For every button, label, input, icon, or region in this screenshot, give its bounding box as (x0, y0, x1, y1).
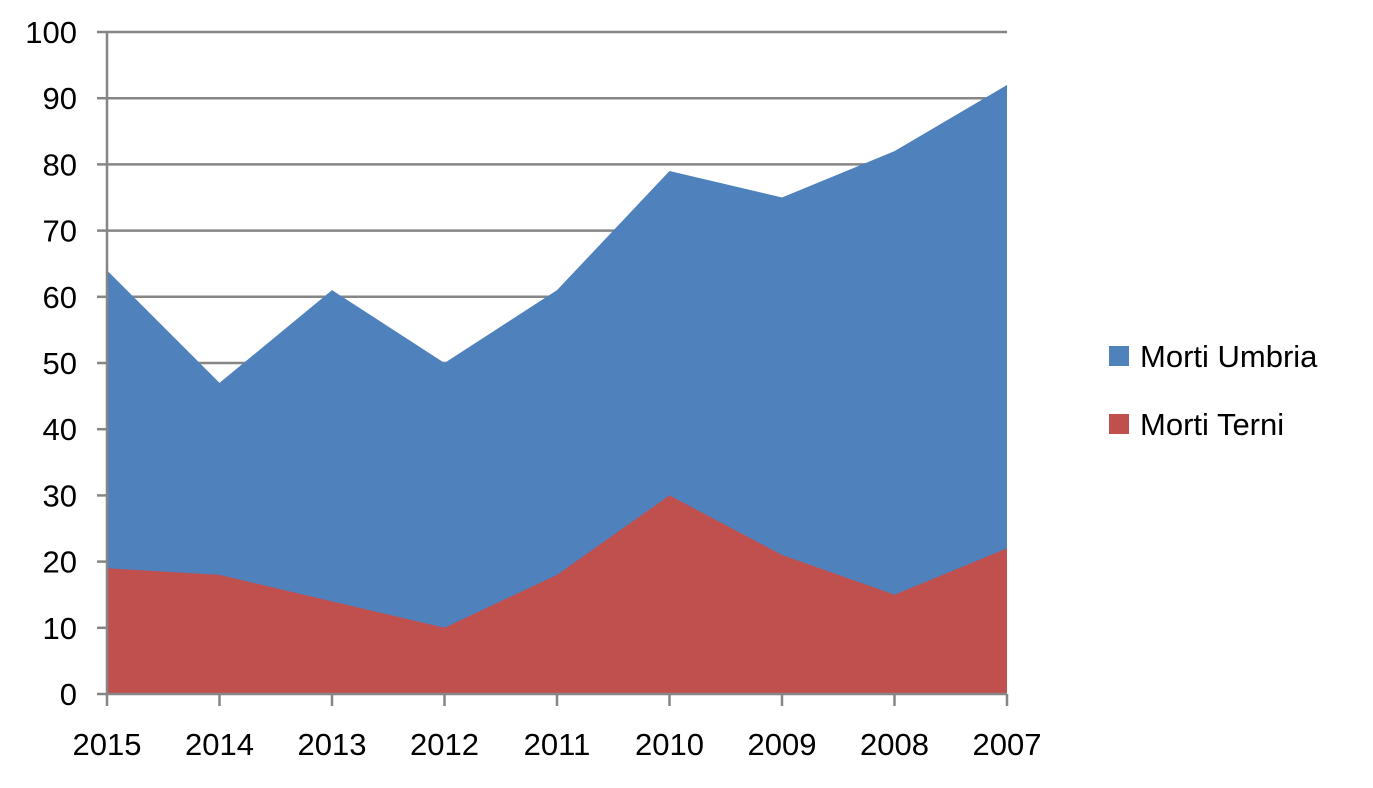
y-tick-label: 30 (43, 478, 77, 513)
legend-item: Morti Umbria (1109, 339, 1318, 374)
x-tick-label: 2014 (185, 727, 254, 762)
x-tick-label: 2009 (748, 727, 817, 762)
x-tick-label: 2015 (73, 727, 142, 762)
legend-item: Morti Terni (1109, 407, 1284, 442)
legend-label: Morti Umbria (1140, 339, 1318, 374)
legend-swatch (1109, 346, 1129, 366)
y-tick-label: 60 (43, 280, 77, 315)
y-tick-label: 50 (43, 346, 77, 381)
legend: Morti Umbria Morti Terni (1109, 339, 1318, 442)
x-tick-label: 2012 (410, 727, 479, 762)
x-tick-label: 2008 (860, 727, 929, 762)
series-area-morti-umbria (107, 84, 1007, 694)
y-tick-label: 10 (43, 611, 77, 646)
y-tick-label: 90 (43, 81, 77, 116)
axes (97, 30, 1009, 706)
series-areas (106, 84, 1008, 694)
y-tick-label: 0 (60, 677, 77, 712)
legend-label: Morti Terni (1140, 407, 1284, 442)
x-tick-label: 2007 (973, 727, 1042, 762)
y-tick-labels: 0 10 20 30 40 50 60 70 80 90 100 (25, 15, 77, 712)
y-tick-label: 70 (43, 214, 77, 249)
series-area-morti-terni (107, 495, 1007, 694)
legend-swatch (1109, 414, 1129, 434)
x-tick-labels: 2015 2014 2013 2012 2011 2010 2009 2008 2007 (73, 727, 1042, 762)
y-tick-label: 100 (25, 15, 77, 50)
y-tick-label: 20 (43, 545, 77, 580)
x-tick-label: 2011 (524, 727, 591, 762)
y-tick-label: 80 (43, 147, 77, 182)
x-tick-label: 2010 (635, 727, 704, 762)
x-tick-label: 2013 (298, 727, 367, 762)
y-tick-label: 40 (43, 412, 77, 447)
